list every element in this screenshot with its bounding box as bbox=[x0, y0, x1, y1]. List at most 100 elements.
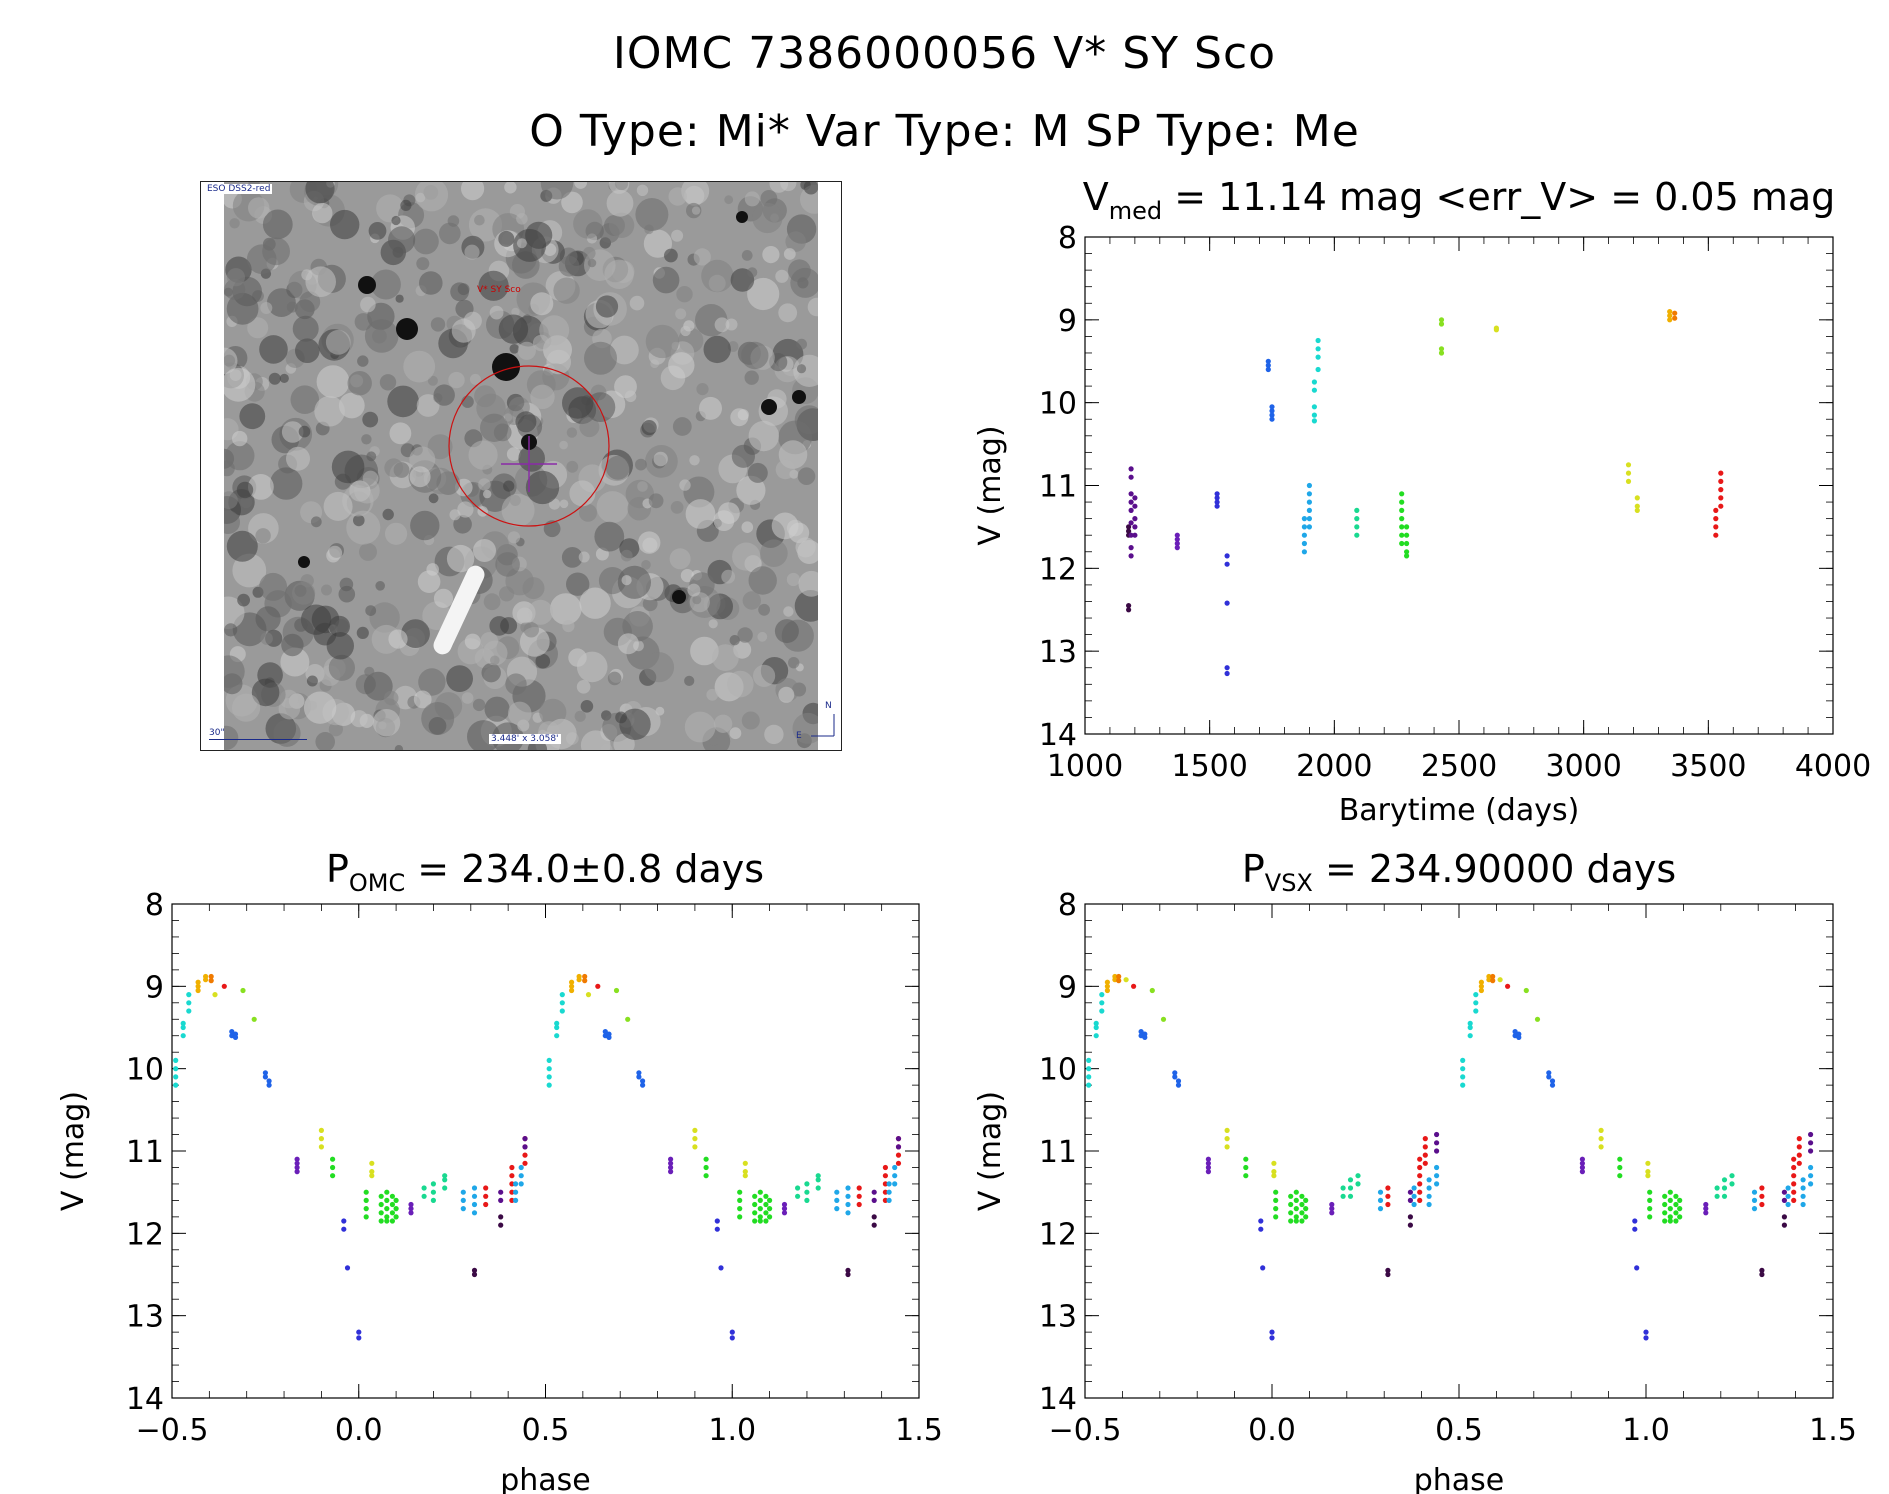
finder-sky-blob bbox=[294, 584, 307, 597]
finder-sky-blob bbox=[807, 297, 818, 317]
finder-sky-blob bbox=[310, 516, 322, 528]
data-point bbox=[1785, 1201, 1791, 1208]
y-tick-label: 12 bbox=[1039, 552, 1077, 587]
data-point bbox=[1214, 499, 1220, 505]
data-point bbox=[1796, 1160, 1802, 1166]
finder-star bbox=[736, 211, 748, 223]
data-point bbox=[186, 1000, 192, 1006]
finder-sky-blob bbox=[232, 553, 267, 588]
finder-sky-blob bbox=[798, 570, 818, 597]
finder-sky-blob bbox=[370, 269, 401, 300]
data-point bbox=[1781, 1214, 1787, 1220]
finder-sky-blob bbox=[559, 440, 568, 450]
data-point bbox=[1808, 1181, 1814, 1187]
x-tick-label: 1.0 bbox=[1622, 1413, 1670, 1448]
finder-target-label: V* SY Sco bbox=[477, 285, 521, 295]
data-point bbox=[1299, 1201, 1305, 1208]
data-point bbox=[1340, 1193, 1346, 1199]
data-point bbox=[1426, 1201, 1432, 1208]
finder-sky-blob bbox=[416, 257, 430, 271]
data-point bbox=[1123, 977, 1129, 983]
data-point bbox=[767, 1197, 773, 1203]
data-point bbox=[1399, 507, 1405, 513]
finder-sky-blob bbox=[511, 307, 520, 317]
y-tick-label: 14 bbox=[1039, 718, 1077, 753]
x-tick-label: 1.0 bbox=[708, 1413, 756, 1448]
data-point bbox=[1126, 524, 1132, 530]
data-point bbox=[1269, 416, 1275, 422]
data-point bbox=[1407, 1222, 1413, 1228]
finder-sky-blob bbox=[489, 616, 510, 636]
data-point bbox=[1407, 1214, 1413, 1220]
plot-frame bbox=[1084, 236, 1834, 735]
data-point bbox=[1355, 1181, 1361, 1187]
data-point bbox=[1426, 1185, 1432, 1191]
data-point bbox=[1301, 540, 1307, 547]
data-point bbox=[1288, 1201, 1294, 1208]
data-point bbox=[668, 1160, 674, 1166]
finder-sky-blob bbox=[582, 246, 596, 260]
data-point bbox=[378, 1218, 384, 1224]
finder-sky-blob bbox=[503, 480, 515, 492]
data-point bbox=[1667, 1189, 1673, 1195]
data-point bbox=[369, 1160, 375, 1166]
y-tick-label: 8 bbox=[145, 888, 164, 923]
finder-sky-blob bbox=[670, 501, 684, 514]
data-point bbox=[692, 1136, 698, 1142]
finder-sky-blob bbox=[747, 462, 768, 483]
data-point bbox=[518, 1181, 524, 1187]
data-point bbox=[378, 1210, 384, 1216]
finder-sky-blob bbox=[281, 421, 304, 443]
finder-sky-blob bbox=[247, 317, 269, 339]
data-point bbox=[1293, 1189, 1299, 1195]
data-point bbox=[1785, 1185, 1791, 1191]
finder-sky-blob bbox=[224, 623, 238, 637]
finder-sky-blob bbox=[744, 191, 760, 207]
finder-sky-blob bbox=[401, 619, 430, 648]
data-point bbox=[895, 1160, 902, 1166]
data-point bbox=[1399, 524, 1405, 530]
data-point bbox=[1729, 1181, 1735, 1187]
finder-sky-blob bbox=[643, 229, 672, 258]
data-point bbox=[369, 1173, 375, 1179]
data-point bbox=[757, 1189, 763, 1195]
data-point bbox=[781, 1201, 788, 1208]
finder-sky-blob bbox=[540, 182, 574, 200]
finder-sky-blob bbox=[414, 182, 449, 212]
data-point bbox=[471, 1185, 478, 1191]
finder-sky-blob bbox=[648, 493, 664, 509]
finder-sky-blob bbox=[300, 574, 314, 588]
data-point bbox=[1303, 1197, 1309, 1203]
finder-sky-blob bbox=[379, 374, 397, 391]
finder-sky-blob bbox=[507, 701, 532, 726]
data-point bbox=[471, 1193, 478, 1199]
data-point bbox=[369, 1169, 375, 1175]
data-point bbox=[845, 1210, 851, 1216]
data-point bbox=[1404, 524, 1410, 530]
data-point bbox=[1329, 1201, 1335, 1208]
data-point bbox=[1347, 1193, 1354, 1199]
data-point bbox=[1306, 499, 1312, 505]
finder-sky-blob bbox=[286, 301, 298, 313]
data-point bbox=[1729, 1173, 1735, 1179]
finder-sky-blob bbox=[672, 417, 692, 436]
x-tick-label: 0.5 bbox=[1435, 1413, 1483, 1448]
finder-sky-blob bbox=[482, 640, 508, 666]
data-point bbox=[1399, 516, 1405, 522]
finder-sky-blob bbox=[712, 644, 739, 671]
data-point bbox=[1377, 1197, 1384, 1203]
data-point bbox=[180, 1024, 186, 1031]
chart-phase_omc: POMC = 234.0±0.8 days 8 9 10 11 12 13 14−0.5 0.0… bbox=[56, 847, 943, 1494]
finder-sky-blob bbox=[724, 195, 734, 205]
data-point bbox=[195, 983, 201, 989]
finder-sky-blob bbox=[240, 496, 253, 509]
plot-frame bbox=[171, 903, 920, 1399]
data-point bbox=[173, 1074, 179, 1080]
y-tick-label: 9 bbox=[1058, 304, 1077, 339]
finder-sky-blob bbox=[562, 387, 594, 419]
data-point bbox=[393, 1206, 399, 1212]
finder-sky-blob bbox=[362, 411, 379, 428]
finder-star bbox=[396, 318, 418, 340]
data-point bbox=[1598, 1144, 1604, 1150]
finder-sky-blob bbox=[543, 243, 557, 256]
